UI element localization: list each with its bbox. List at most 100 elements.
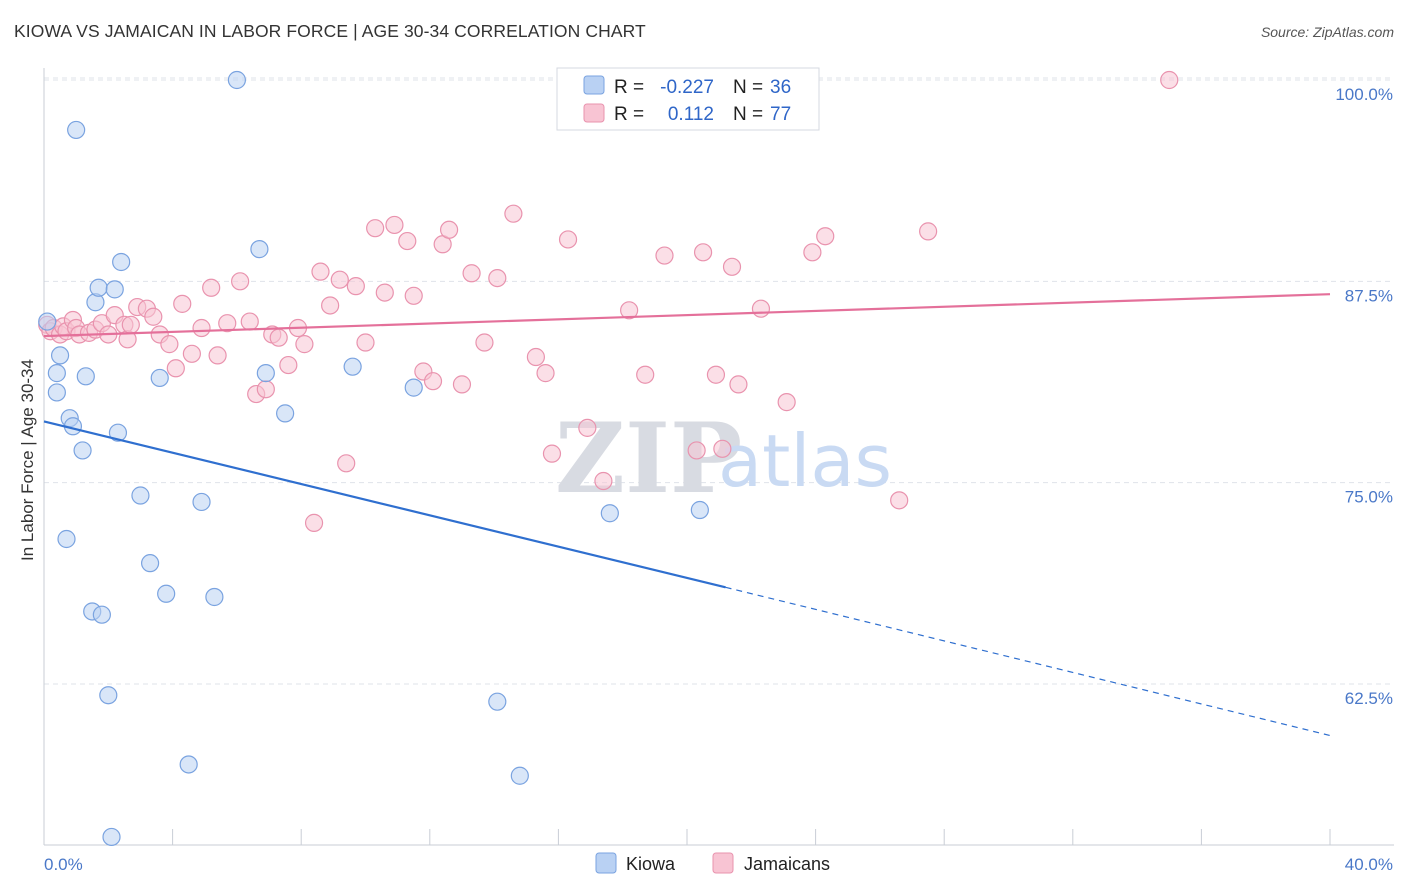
jamaican-point-65 bbox=[620, 301, 639, 320]
kiowa-point-13 bbox=[92, 605, 111, 624]
kiowa-point-27 bbox=[250, 240, 269, 259]
kiowa-point-16 bbox=[105, 280, 124, 299]
jamaican-point-32 bbox=[256, 380, 275, 399]
kiowa-trend-line bbox=[43, 420, 726, 589]
jamaican-point-19 bbox=[144, 307, 163, 326]
kiowa-point-21 bbox=[150, 368, 169, 388]
kiowa-point-30 bbox=[343, 357, 362, 376]
kiowa-point-12 bbox=[89, 278, 108, 297]
jamaican-point-54 bbox=[452, 375, 472, 394]
kiowa-point-19 bbox=[131, 486, 150, 505]
jamaican-point-34 bbox=[269, 328, 288, 347]
jamaican-point-51 bbox=[423, 372, 443, 391]
stats-legend: R = -0.227 N = 36 R = 0.112 N = 77 bbox=[556, 67, 820, 131]
source-label: Source: ZipAtlas.com bbox=[1260, 24, 1394, 40]
jamaican-point-28 bbox=[218, 314, 237, 333]
jamaican-point-57 bbox=[488, 268, 507, 288]
jamaican-point-60 bbox=[536, 364, 555, 383]
axes bbox=[43, 68, 1394, 846]
kiowa-point-35 bbox=[690, 500, 709, 520]
jamaican-point-21 bbox=[160, 335, 179, 354]
watermark-zip: ZIP bbox=[555, 402, 742, 515]
kiowa-point-9 bbox=[76, 367, 95, 386]
kiowa-point-1 bbox=[47, 364, 66, 383]
jamaican-legend-label: Jamaicans bbox=[744, 854, 830, 874]
jamaican-point-37 bbox=[295, 335, 314, 354]
jamaican-point-23 bbox=[173, 294, 192, 313]
jamaican-point-26 bbox=[202, 278, 221, 297]
y-tick-label-2: 87.5% bbox=[1345, 286, 1393, 305]
jamaican-point-75 bbox=[777, 393, 796, 412]
kiowa-r-value: -0.227 bbox=[660, 77, 714, 98]
kiowa-point-34 bbox=[600, 504, 619, 523]
jamaican-point-68 bbox=[687, 441, 706, 460]
series-legend: Kiowa Jamaicans bbox=[595, 852, 830, 874]
jamaican-point-58 bbox=[504, 204, 523, 223]
kiowa-trend-extension bbox=[725, 586, 1331, 737]
y-axis-label: In Labor Force | Age 30-34 bbox=[18, 359, 37, 561]
jamaican-n-value: 77 bbox=[770, 104, 791, 125]
jamaican-legend-swatch bbox=[712, 852, 734, 874]
jamaican-point-38 bbox=[304, 513, 324, 532]
jamaican-point-42 bbox=[337, 454, 356, 473]
kiowa-point-31 bbox=[404, 378, 423, 397]
jamaican-r-label: R = bbox=[614, 104, 644, 125]
kiowa-point-24 bbox=[192, 492, 211, 512]
jamaican-point-77 bbox=[816, 227, 835, 246]
jamaican-point-55 bbox=[462, 264, 481, 283]
jamaican-point-41 bbox=[330, 270, 349, 289]
jamaican-point-46 bbox=[375, 283, 394, 302]
jamaican-point-64 bbox=[594, 471, 613, 491]
jamaican-point-73 bbox=[729, 375, 748, 394]
kiowa-point-3 bbox=[50, 346, 70, 365]
jamaican-point-72 bbox=[722, 257, 742, 276]
jamaican-point-66 bbox=[636, 365, 655, 384]
kiowa-point-14 bbox=[99, 686, 118, 705]
jamaican-point-67 bbox=[655, 246, 674, 265]
jamaican-point-25 bbox=[192, 318, 211, 338]
kiowa-point-0 bbox=[38, 312, 57, 331]
jamaican-point-35 bbox=[279, 355, 298, 375]
jamaican-point-79 bbox=[919, 222, 938, 241]
jamaican-point-56 bbox=[475, 333, 494, 352]
kiowa-point-8 bbox=[73, 441, 92, 460]
x-tick-labels: 0.0% 40.0% bbox=[44, 855, 1393, 874]
kiowa-points bbox=[38, 70, 709, 847]
kiowa-point-25 bbox=[205, 587, 224, 607]
kiowa-n-label: N = bbox=[733, 77, 763, 98]
kiowa-point-4 bbox=[57, 529, 76, 549]
kiowa-point-22 bbox=[157, 584, 176, 603]
kiowa-point-20 bbox=[140, 554, 160, 573]
y-tick-labels: 62.5% 75.0% 87.5% 100.0% bbox=[1335, 85, 1393, 708]
kiowa-point-28 bbox=[256, 364, 275, 383]
kiowa-r-label: R = bbox=[614, 77, 644, 98]
watermark-atlas: atlas bbox=[718, 419, 892, 503]
kiowa-point-17 bbox=[108, 423, 128, 442]
kiowa-n-value: 36 bbox=[770, 77, 791, 98]
jamaican-point-70 bbox=[706, 365, 726, 384]
watermark: ZIP atlas bbox=[555, 402, 892, 515]
jamaican-point-40 bbox=[321, 296, 340, 315]
y-tick-label-1: 75.0% bbox=[1345, 488, 1393, 507]
jamaican-swatch bbox=[583, 103, 605, 123]
jamaican-point-80 bbox=[1160, 70, 1179, 90]
jamaican-trend-line bbox=[43, 293, 1331, 338]
kiowa-point-18 bbox=[112, 252, 131, 272]
trend-lines bbox=[43, 293, 1331, 737]
jamaican-point-24 bbox=[182, 344, 201, 363]
kiowa-point-7 bbox=[67, 120, 86, 140]
kiowa-point-2 bbox=[47, 383, 66, 402]
jamaican-point-43 bbox=[346, 277, 365, 296]
jamaican-point-74 bbox=[751, 299, 771, 318]
x-tick-label-0: 0.0% bbox=[44, 855, 83, 874]
jamaican-point-61 bbox=[542, 444, 562, 463]
kiowa-legend-label: Kiowa bbox=[626, 854, 676, 874]
jamaican-point-53 bbox=[439, 220, 459, 239]
jamaican-point-22 bbox=[166, 359, 185, 378]
jamaican-point-45 bbox=[366, 219, 385, 238]
kiowa-point-15 bbox=[102, 827, 121, 847]
jamaican-point-78 bbox=[890, 491, 909, 510]
y-tick-label-0: 62.5% bbox=[1345, 689, 1393, 708]
jamaican-point-69 bbox=[693, 243, 713, 262]
